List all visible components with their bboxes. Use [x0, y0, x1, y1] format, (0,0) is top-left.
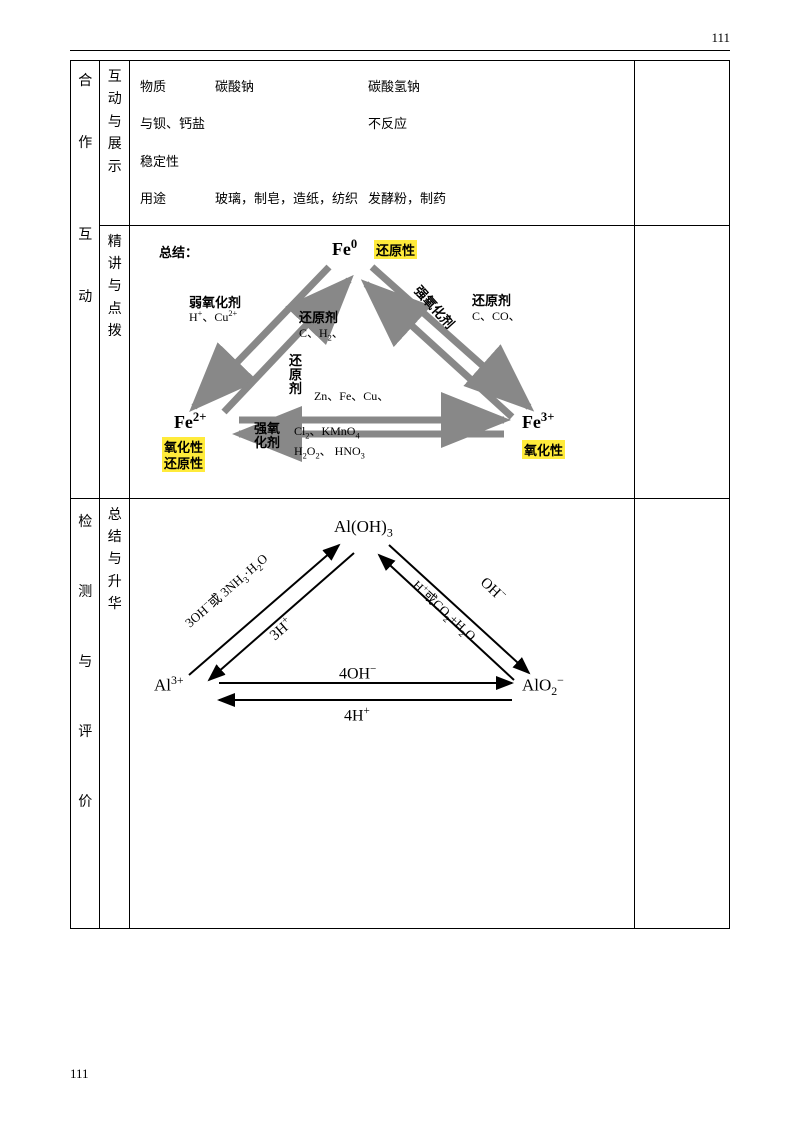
prop-c2-stability — [364, 144, 450, 179]
al-left-vertex: Al3+ — [154, 673, 184, 696]
content-row2: 总结： — [129, 225, 634, 498]
prop-c2-use: 发酵粉，制药 — [364, 181, 450, 216]
prop-c1-substance: 碳酸钠 — [211, 69, 362, 104]
fe-center-label: 还原剂 — [289, 354, 302, 397]
prop-c2-barium: 不反应 — [364, 106, 450, 141]
content-row3: Al(OH)3 Al3+ AlO2− 3OH−或 3NH3·H2O 3H+ H+… — [129, 498, 634, 928]
main-table: 合作互动 互动与展示 物质 碳酸钠 碳酸氢钠 与钡、钙盐 不反应 稳定性 — [70, 60, 730, 929]
prop-label-use: 用途 — [136, 181, 209, 216]
fe3-vertex: Fe3+ — [522, 410, 554, 433]
prop-c2-substance: 碳酸氢钠 — [364, 69, 450, 104]
fe-left-up-items: H+、Cu2+ — [189, 308, 237, 325]
fe-bottom-label: 强氧化剂 — [254, 422, 280, 451]
mid-label-summary: 总结与升华 — [100, 498, 129, 928]
mid-label-interaction: 互动与展示 — [100, 61, 129, 226]
empty-1 — [635, 61, 730, 226]
page-number-top: 111 — [711, 30, 730, 46]
header-divider — [70, 50, 730, 51]
fe-triangle-diagram: 总结： — [134, 232, 630, 492]
al-bottom-down: 4H+ — [344, 705, 370, 725]
prop-label-barium: 与钡、钙盐 — [136, 106, 209, 141]
fe2-vertex: Fe2+ — [174, 410, 206, 433]
page-number-bottom: 111 — [70, 1066, 89, 1082]
prop-c1-stability — [211, 144, 362, 179]
fe0-vertex: Fe0 — [332, 237, 357, 260]
fe3-tag: 氧化性 — [522, 440, 565, 459]
prop-label-stability: 稳定性 — [136, 144, 209, 179]
fe-bottom-items: Cl2、KMnO4 — [294, 422, 360, 440]
al-triangle-svg — [134, 505, 604, 765]
prop-c1-barium — [211, 106, 362, 141]
al-right-vertex: AlO2− — [522, 673, 564, 699]
prop-label-substance: 物质 — [136, 69, 209, 104]
al-bottom-up: 4OH− — [339, 663, 376, 683]
content-row1: 物质 碳酸钠 碳酸氢钠 与钡、钙盐 不反应 稳定性 用途 玻璃，制皂，造纸，纺织 — [129, 61, 634, 226]
prop-c1-use: 玻璃，制皂，造纸，纺织 — [211, 181, 362, 216]
fe-inner-left-items: C、H2、 — [299, 324, 344, 342]
al-top-vertex: Al(OH)3 — [334, 517, 393, 540]
left-label-evaluation: 检测与评价 — [71, 498, 100, 928]
properties-table: 物质 碳酸钠 碳酸氢钠 与钡、钙盐 不反应 稳定性 用途 玻璃，制皂，造纸，纺织 — [134, 67, 452, 219]
fe2-tag2: 还原性 — [162, 453, 205, 472]
mid-label-lecture: 精讲与点拨 — [100, 225, 129, 498]
fe-center-items: Zn、Fe、Cu、 — [314, 387, 389, 404]
fe0-tag: 还原性 — [374, 240, 417, 259]
empty-3 — [635, 498, 730, 928]
fe-bottom-items2: H2O2、 HNO3 — [294, 442, 365, 460]
fe-right-down-items: C、CO、 — [472, 307, 521, 324]
al-triangle-diagram: Al(OH)3 Al3+ AlO2− 3OH−或 3NH3·H2O 3H+ H+… — [134, 505, 630, 765]
left-label-cooperation: 合作互动 — [71, 61, 100, 499]
empty-2 — [635, 225, 730, 498]
